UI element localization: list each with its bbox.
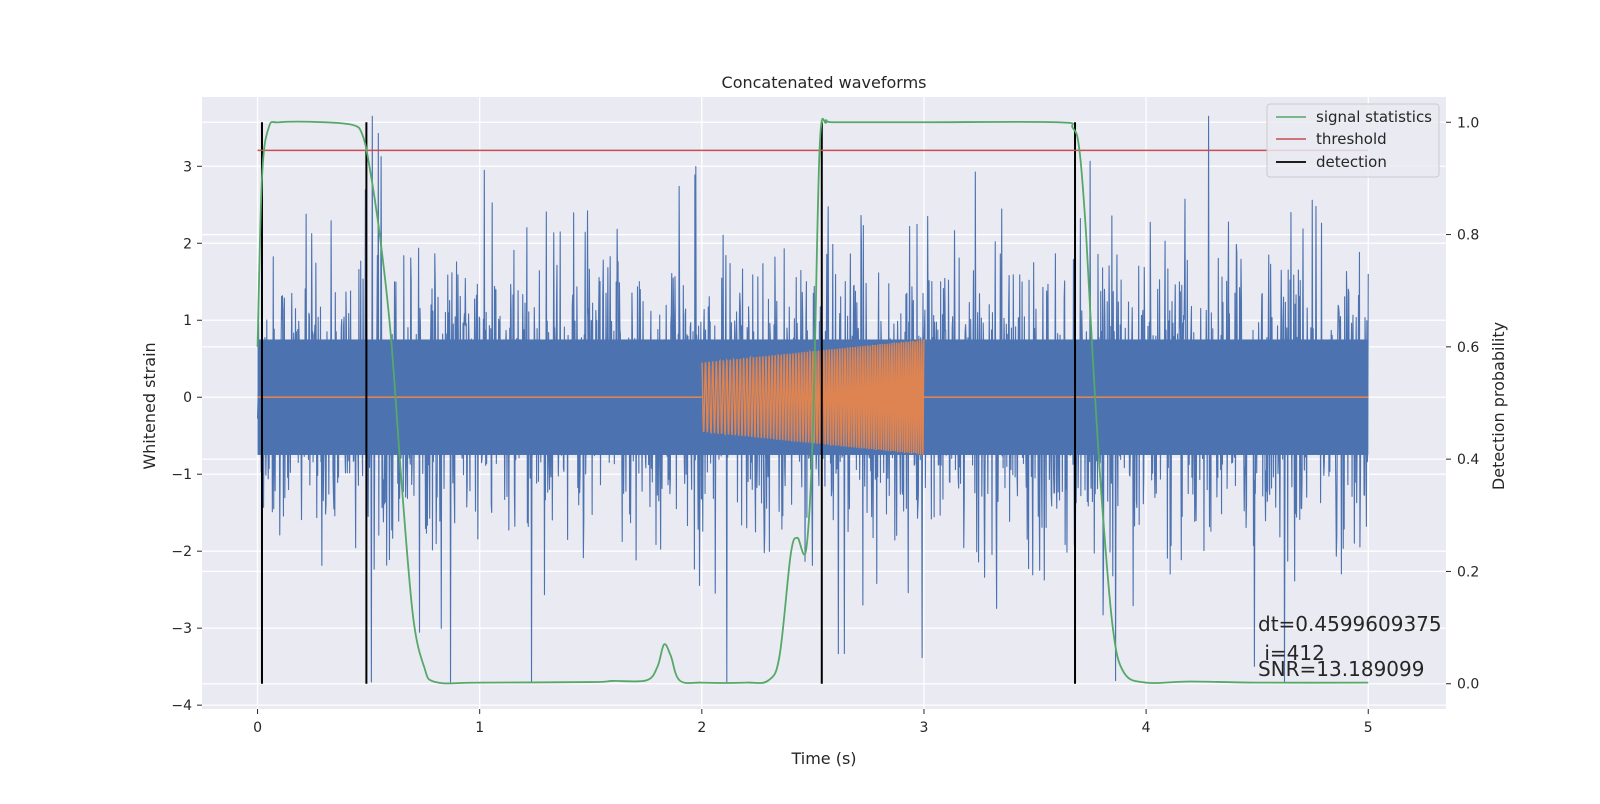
legend-label-detection: detection (1316, 153, 1387, 171)
legend-label-threshold: threshold (1316, 130, 1387, 148)
annotation-dt: dt=0.4599609375 (1258, 612, 1442, 636)
y-tick-label: 1 (183, 313, 192, 329)
y2-tick-label: 0.4 (1457, 452, 1479, 468)
signal-statistics-line (256, 117, 1369, 685)
y2-tick-label: 0.6 (1457, 340, 1479, 356)
y2-axis-label: Detection probability (1489, 322, 1508, 490)
y-tick-label: −1 (171, 467, 192, 483)
y-tick-label: 2 (183, 236, 192, 252)
y2-tick-label: 0.2 (1457, 564, 1479, 580)
y2-tick-label: 0.8 (1457, 228, 1479, 244)
annotation-snr: SNR=13.189099 (1258, 657, 1424, 681)
x-tick-label: 0 (253, 720, 262, 736)
x-tick-label: 5 (1364, 720, 1373, 736)
legend: signal statistics threshold detection (1266, 103, 1440, 178)
x-tick-label: 3 (920, 720, 929, 736)
y-axis-label: Whitened strain (140, 342, 159, 469)
x-tick-label: 2 (697, 720, 706, 736)
chart-title: Concatenated waveforms (722, 73, 927, 92)
annotations: dt=0.4599609375 i=412 SNR=13.189099 (1258, 612, 1442, 681)
y2-tick-label: 1.0 (1457, 115, 1479, 131)
chirp-line (701, 339, 925, 455)
y-tick-label: −3 (171, 621, 192, 637)
legend-label-signal-statistics: signal statistics (1316, 108, 1432, 126)
chirp-series (257, 339, 1369, 455)
x-tick-label: 4 (1142, 720, 1151, 736)
x-tick-label: 1 (475, 720, 484, 736)
y-tick-label: −2 (171, 544, 192, 560)
legend-box (1266, 103, 1440, 178)
detection-series (260, 122, 1077, 684)
y-tick-label: −4 (171, 698, 192, 714)
y-tick-label: 0 (183, 390, 192, 406)
tick-labels: 0 1 2 3 4 5 −4 −3 −2 −1 0 1 2 3 0.0 0.2 0.4 0.6 0.8 1.0 (171, 115, 1479, 736)
signal-statistics-series (256, 117, 1369, 685)
x-axis-label: Time (s) (790, 749, 856, 768)
y2-tick-label: 0.0 (1457, 677, 1479, 693)
y-tick-label: 3 (183, 159, 192, 175)
grid-lines (202, 97, 1446, 709)
annotation-index: i=412 (1258, 641, 1325, 665)
